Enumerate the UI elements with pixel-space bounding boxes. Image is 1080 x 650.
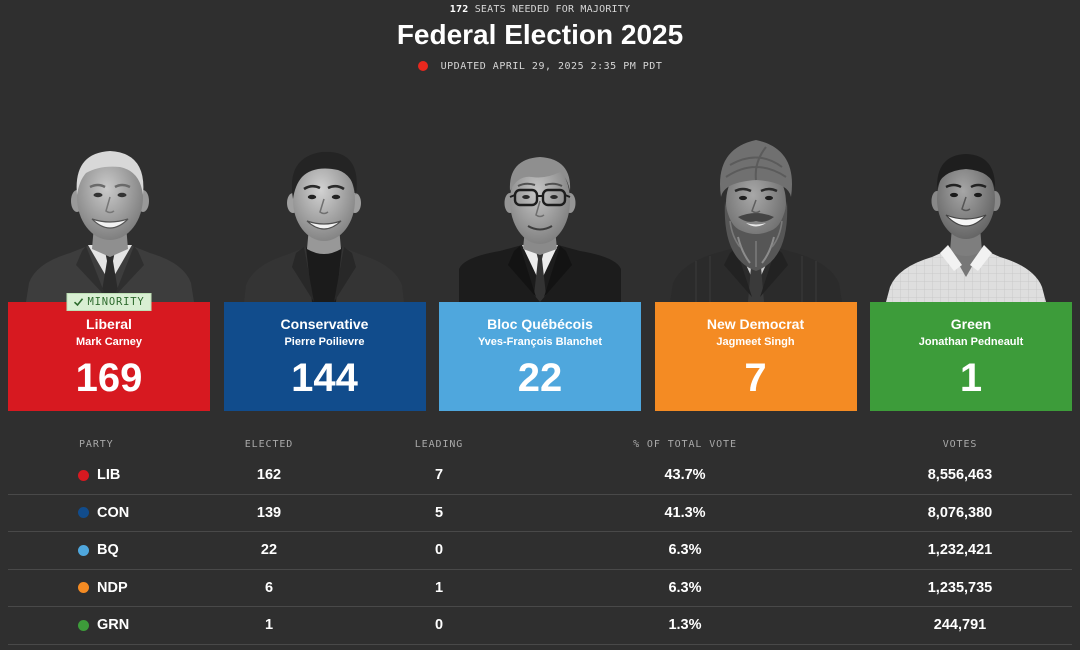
party-color-dot-icon: [78, 507, 89, 518]
party-leader: Jagmeet Singh: [716, 336, 795, 348]
badge-label: MINORITY: [87, 296, 145, 308]
seat-count: 22: [517, 356, 563, 400]
party-name: New Democrat: [706, 316, 805, 332]
party-color-dot-icon: [78, 582, 89, 593]
leader-portrait-conservative: [244, 151, 404, 302]
table-header: PARTY ELECTED LEADING % OF TOTAL VOTE VO…: [8, 436, 1072, 457]
seat-count: 7: [744, 356, 767, 400]
party-cell: CON: [78, 495, 129, 531]
leading-cell: 0: [434, 617, 444, 633]
last-updated: UPDATED APRIL 29, 2025 2:35 PM PDT: [0, 59, 1080, 73]
votes-cell: 244,791: [933, 617, 987, 633]
seat-count: 144: [291, 356, 358, 400]
column-header-vote-share: % OF TOTAL VOTE: [633, 439, 737, 450]
column-header-elected: ELECTED: [244, 439, 294, 450]
party-code: BQ: [97, 542, 119, 558]
leading-cell: 5: [434, 504, 444, 521]
leader-portrait-green: [886, 154, 1046, 302]
elected-cell: 6: [264, 579, 274, 596]
party-name: Liberal: [86, 316, 132, 332]
party-name: Bloc Québécois: [487, 316, 593, 332]
elected-cell: 1: [264, 617, 274, 633]
party-color-dot-icon: [78, 469, 89, 481]
live-indicator-icon: [417, 61, 428, 71]
table-row: GRN 1 0 1.3% 244,791: [8, 607, 1072, 645]
party-leader: Yves-François Blanchet: [477, 336, 603, 348]
updated-timestamp: UPDATED APRIL 29, 2025 2:35 PM PDT: [440, 60, 663, 72]
party-code: GRN: [97, 617, 130, 633]
votes-cell: 1,235,735: [927, 579, 993, 596]
votes-cell: 1,232,421: [927, 542, 993, 558]
seat-count: 1: [959, 356, 983, 400]
party-card-conservative: Conservative Pierre Poilievre 144: [223, 302, 426, 411]
column-header-party: PARTY: [79, 439, 114, 450]
party-name: Conservative: [280, 316, 369, 332]
majority-threshold: 172 SEATS NEEDED FOR MAJORITY: [0, 3, 1080, 17]
leader-portrait-liberal: [26, 151, 194, 302]
party-leader: Jonathan Pedneault: [918, 336, 1024, 348]
leading-cell: 7: [434, 467, 444, 483]
party-cell: BQ: [78, 532, 119, 568]
party-cell: GRN: [78, 607, 129, 643]
table-row: NDP 6 1 6.3% 1,235,735: [8, 570, 1072, 607]
vote-share-cell: 43.7%: [664, 467, 706, 483]
minority-badge: MINORITY: [66, 293, 152, 311]
majority-seat-count: 172: [449, 4, 469, 15]
leader-portrait-bloc: [459, 157, 621, 302]
party-card-bloc: Bloc Québécois Yves-François Blanchet 22: [439, 302, 641, 411]
check-icon: [73, 297, 84, 307]
vote-share-cell: 6.3%: [668, 542, 702, 558]
votes-cell: 8,076,380: [927, 504, 993, 521]
party-code: CON: [97, 504, 130, 521]
leader-portrait-ndp: [670, 140, 842, 302]
party-seat-cards: MINORITY Liberal Mark Carney 169 Conserv…: [8, 293, 1072, 411]
table-row: LIB 162 7 43.7% 8,556,463: [8, 457, 1072, 495]
party-color-dot-icon: [78, 544, 89, 556]
table-row: CON 139 5 41.3% 8,076,380: [8, 495, 1072, 532]
page-title: Federal Election 2025: [396, 19, 684, 50]
votes-cell: 8,556,463: [927, 467, 993, 483]
party-color-dot-icon: [78, 619, 89, 631]
party-cell: LIB: [78, 457, 120, 493]
party-leader: Mark Carney: [75, 336, 143, 348]
party-card-ndp: New Democrat Jagmeet Singh 7: [654, 302, 857, 411]
majority-label: SEATS NEEDED FOR MAJORITY: [474, 4, 631, 15]
leading-cell: 0: [434, 542, 444, 558]
party-cell: NDP: [78, 570, 128, 606]
leading-cell: 1: [434, 579, 444, 596]
party-card-liberal: MINORITY Liberal Mark Carney 169: [8, 293, 210, 411]
party-name: Green: [950, 316, 992, 332]
party-code: LIB: [97, 467, 121, 483]
party-leader: Pierre Poilievre: [284, 336, 365, 348]
results-table: PARTY ELECTED LEADING % OF TOTAL VOTE VO…: [8, 436, 1072, 645]
column-header-votes: VOTES: [942, 439, 978, 450]
party-code: NDP: [97, 579, 128, 596]
vote-share-cell: 6.3%: [668, 579, 702, 596]
vote-share-cell: 1.3%: [668, 617, 702, 633]
elected-cell: 162: [256, 467, 282, 483]
elected-cell: 22: [260, 542, 278, 558]
seat-count: 169: [75, 356, 143, 400]
elected-cell: 139: [256, 504, 282, 521]
table-row: BQ 22 0 6.3% 1,232,421: [8, 532, 1072, 570]
party-card-green: Green Jonathan Pedneault 1: [870, 302, 1072, 411]
column-header-leading: LEADING: [414, 439, 464, 450]
vote-share-cell: 41.3%: [664, 504, 706, 521]
